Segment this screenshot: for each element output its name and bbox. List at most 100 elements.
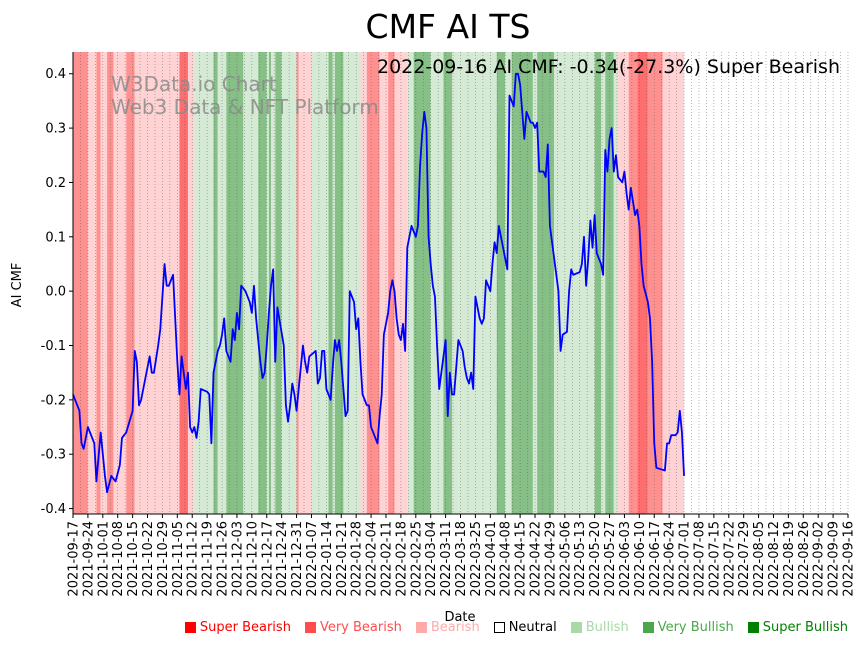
x-tick-label: 2022-03-25 [469,521,484,597]
band-very-bullish [258,52,267,514]
series-ai-cmf [72,72,685,494]
band-bearish [662,52,685,514]
x-tick-label: 2022-06-17 [648,521,663,597]
x-tick-label: 2021-12-24 [275,521,290,597]
chart-title: CMF AI TS [366,7,531,46]
band-very-bullish [268,52,272,514]
y-tick-label: 0.3 [45,122,66,137]
chart-subtitle: 2022-09-16 AI CMF: -0.34(-27.3%) Super B… [377,56,840,78]
band-very-bearish [126,52,135,514]
band-very-bullish [413,52,431,514]
legend-item: Super Bullish [747,620,848,635]
x-tick-label: 2022-04-08 [499,521,514,597]
band-bullish [266,52,269,514]
x-axis-label: Date [444,610,475,625]
watermark-line-1: W3Data.io Chart [111,72,277,96]
x-tick-label: 2022-01-07 [305,521,320,597]
x-tick-label: 2022-09-16 [842,521,857,597]
band-bearish [134,52,180,514]
band-very-bullish [213,52,218,514]
x-tick-label: 2022-09-02 [812,521,827,597]
x-tick-label: 2022-05-06 [558,521,573,597]
band-bullish [505,52,512,514]
band-bearish [298,52,312,514]
x-tick-label: 2021-10-29 [156,521,171,597]
watermark-line-2: Web3 Data & NFT Platform [111,95,379,119]
x-tick-label: 2022-05-13 [573,521,588,597]
x-tick-label: 2021-10-08 [111,521,126,597]
legend-label: Bearish [430,620,480,635]
x-tick-label: 2021-12-17 [260,521,275,597]
x-tick-label: 2022-01-21 [335,521,350,597]
band-very-bearish [296,52,299,514]
band-bullish [311,52,329,514]
x-tick-label: 2022-02-04 [365,521,380,597]
x-tick-label: 2021-11-26 [216,521,231,597]
band-bearish [100,52,108,514]
band-very-bullish [511,52,533,514]
band-bullish [458,52,482,514]
legend-item: Very Bearish [304,620,402,635]
band-bullish [601,52,606,514]
legend-label: Very Bearish [319,620,402,635]
x-tick-label: 2022-09-09 [827,521,842,597]
legend-swatch [184,622,196,633]
band-bearish [113,52,127,514]
band-very-bullish [443,52,452,514]
y-tick-label: -0.2 [41,393,66,408]
background-bands [73,52,685,514]
x-tick-label: 2021-09-24 [81,521,96,597]
x-tick-label: 2022-04-29 [543,521,558,597]
x-tick-label: 2022-02-11 [379,521,394,597]
legend-item: Very Bullish [642,620,734,635]
x-tick-label: 2022-02-25 [409,521,424,597]
y-tick-label: 0.1 [45,230,66,245]
y-tick-label: 0.4 [45,67,66,82]
x-tick-label: 2022-08-19 [782,521,797,597]
band-bullish [613,52,619,514]
axes: -0.4 -0.3 -0.2 -0.1 0.0 0.1 0.2 0.3 0.4 2021-09-1… [41,52,857,597]
legend-label: Bullish [585,620,629,635]
x-tick-label: 2022-06-10 [633,521,648,597]
y-tick-label: -0.3 [41,448,66,463]
x-tick-label: 2021-10-01 [96,521,111,597]
legend-item: Bullish [570,620,629,635]
legend-label: Super Bullish [762,620,848,635]
legend-swatch [304,622,316,633]
y-axis-label: AI CMF [10,263,25,308]
band-bearish [618,52,629,514]
x-tick-label: 2022-01-14 [320,521,335,597]
legend-label: Super Bearish [199,620,291,635]
legend-label: Neutral [508,620,557,635]
x-tick-label: 2022-07-29 [737,521,752,597]
x-tick-label: 2021-12-10 [245,521,260,597]
band-very-bearish [647,52,663,514]
band-bearish [187,52,195,514]
band-bullish [554,52,595,514]
x-tick-label: 2022-05-20 [588,521,603,597]
legend-swatch [642,622,654,633]
band-bullish [430,52,444,514]
y-tick-label: 0.2 [45,176,66,191]
x-tick-label: 2022-06-03 [618,521,633,597]
band-very-bearish [628,52,638,514]
band-very-bullish [226,52,244,514]
band-very-bullish [334,52,344,514]
x-tick-label: 2022-07-01 [678,521,693,597]
x-tick-label: 2021-10-15 [126,521,141,597]
x-tick-label: 2022-08-12 [767,521,782,597]
x-tick-label: 2022-03-11 [439,521,454,597]
x-tick-label: 2021-09-17 [67,521,82,597]
band-bullish [194,52,214,514]
x-tick-label: 2022-08-05 [752,521,767,597]
legend-swatch [570,622,582,633]
x-tick-label: 2022-07-08 [692,521,707,597]
x-tick-label: 2022-04-15 [514,521,529,597]
band-very-bullish [594,52,602,514]
x-tick-label: 2021-12-03 [230,521,245,597]
legend-item: Neutral [493,620,557,635]
x-tick-label: 2022-05-27 [603,521,618,597]
y-tick-label: -0.1 [41,339,66,354]
x-tick-label: 2022-01-28 [350,521,365,597]
band-very-bullish [275,52,282,514]
